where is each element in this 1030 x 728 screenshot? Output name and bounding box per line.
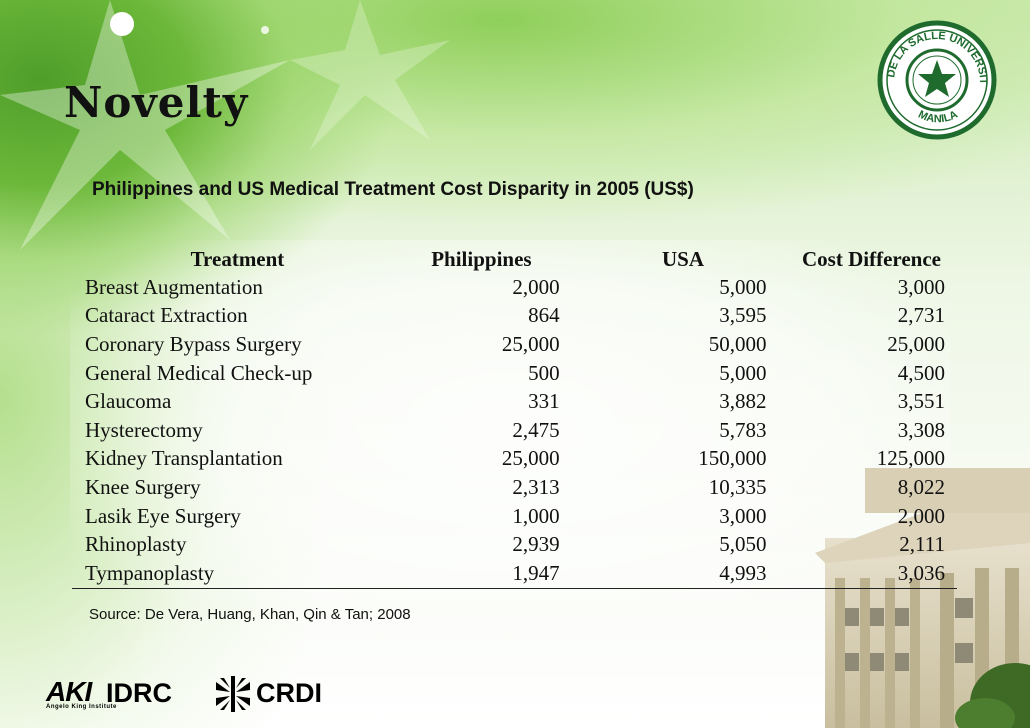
usa-cost-cell: 3,882	[719, 389, 767, 414]
treatment-cell: Coronary Bypass Surgery	[85, 331, 302, 356]
treatment-cell: Hysterectomy	[85, 417, 203, 442]
cost-difference-cell: 3,551	[897, 389, 945, 414]
philippines-cost-cell: 331	[528, 389, 560, 414]
usa-cost-cell: 3,000	[719, 503, 767, 528]
cost-difference-cell: 2,731	[897, 303, 945, 328]
usa-cost-cell: 4,993	[559, 558, 767, 589]
cost-comparison-table: Treatment Philippines USA Cost Differenc…	[72, 245, 957, 589]
treatment-cell: Kidney Transplantation	[85, 446, 283, 471]
philippines-cost-cell: 500	[528, 360, 560, 385]
usa-cost-cell: 5,000	[719, 360, 767, 385]
table-row: Knee Surgery 2,313 10,335 8,022	[72, 473, 957, 502]
cost-difference-cell: 3,036	[766, 558, 957, 589]
usa-cost-cell: 50,000	[708, 331, 767, 356]
source-citation: Source: De Vera, Huang, Khan, Qin & Tan;…	[89, 606, 411, 623]
treatment-cell: Cataract Extraction	[85, 303, 248, 328]
table-row: Glaucoma 331 3,882 3,551	[72, 387, 957, 416]
aki-logo-text: AKI	[46, 676, 92, 707]
aki-logo: AKI Angelo King Institute	[46, 676, 116, 710]
table-row: Lasik Eye Surgery 1,000 3,000 2,000	[72, 502, 957, 531]
svg-text:MANILA: MANILA	[916, 109, 960, 126]
cost-difference-cell: 2,111	[899, 532, 945, 557]
table-caption: Philippines and US Medical Treatment Cos…	[92, 179, 694, 200]
table-row: Hysterectomy 2,475 5,783 3,308	[72, 416, 957, 445]
table-row: Cataract Extraction 864 3,595 2,731	[72, 302, 957, 331]
philippines-cost-cell: 25,000	[501, 331, 560, 356]
idrc-emblem-icon	[216, 676, 250, 712]
usa-cost-cell: 5,000	[719, 274, 767, 299]
philippines-cost-cell: 2,475	[512, 417, 560, 442]
crdi-logo-text: CRDI	[256, 678, 322, 708]
philippines-cost-cell: 2,313	[512, 474, 560, 499]
philippines-cost-cell: 1,947	[389, 558, 560, 589]
table-row: General Medical Check-up 500 5,000 4,500	[72, 359, 957, 388]
cost-difference-cell: 8,022	[897, 474, 945, 499]
seal-star	[918, 60, 956, 97]
star-shape-small	[290, 0, 450, 150]
usa-cost-cell: 5,050	[719, 532, 767, 557]
slide-title: Novelty	[64, 78, 249, 127]
cost-difference-cell: 125,000	[876, 446, 945, 471]
cost-difference-cell: 3,308	[897, 417, 945, 442]
cost-difference-cell: 3,000	[897, 274, 945, 299]
treatment-cell: General Medical Check-up	[85, 360, 313, 385]
column-header-treatment: Treatment	[190, 246, 285, 271]
cost-difference-cell: 2,000	[897, 503, 945, 528]
light-orb-small	[261, 26, 269, 34]
star-shape-large	[0, 0, 290, 250]
treatment-cell: Knee Surgery	[85, 474, 201, 499]
table-row: Breast Augmentation 2,000 5,000 3,000	[72, 273, 957, 302]
light-orb	[110, 12, 134, 36]
philippines-cost-cell: 25,000	[501, 446, 560, 471]
column-header-cost-difference: Cost Difference	[802, 246, 941, 271]
usa-cost-cell: 3,595	[719, 303, 767, 328]
philippines-cost-cell: 2,000	[512, 274, 560, 299]
university-seal: DE LA SALLE UNIVERSITY MANILA	[876, 20, 997, 140]
treatment-cell: Tympanoplasty	[72, 558, 390, 589]
table-row: Kidney Transplantation 25,000 150,000 12…	[72, 445, 957, 474]
aki-logo-subtext: Angelo King Institute	[46, 704, 117, 710]
cost-difference-cell: 25,000	[887, 331, 945, 356]
treatment-cell: Rhinoplasty	[85, 532, 187, 557]
content-glow	[70, 240, 950, 600]
usa-cost-cell: 5,783	[719, 417, 767, 442]
treatment-cell: Breast Augmentation	[85, 274, 263, 299]
column-header-usa: USA	[662, 246, 705, 271]
philippines-cost-cell: 1,000	[512, 503, 560, 528]
column-header-philippines: Philippines	[431, 246, 532, 271]
treatment-cell: Glaucoma	[85, 389, 172, 414]
usa-cost-cell: 150,000	[698, 446, 767, 471]
table-row: Rhinoplasty 2,939 5,050 2,111	[72, 530, 957, 559]
table-row: Tympanoplasty 1,947 4,993 3,036	[72, 558, 957, 589]
table-row: Coronary Bypass Surgery 25,000 50,000 25…	[72, 330, 957, 359]
usa-cost-cell: 10,335	[708, 474, 767, 499]
treatment-cell: Lasik Eye Surgery	[85, 503, 241, 528]
table-header-row: Treatment Philippines USA Cost Differenc…	[72, 245, 957, 273]
cost-difference-cell: 4,500	[897, 360, 945, 385]
partner-logos: AKI Angelo King Institute IDRC CRDI	[46, 676, 322, 716]
philippines-cost-cell: 864	[528, 303, 560, 328]
philippines-cost-cell: 2,939	[512, 532, 560, 557]
idrc-logo-text: IDRC	[106, 678, 172, 708]
